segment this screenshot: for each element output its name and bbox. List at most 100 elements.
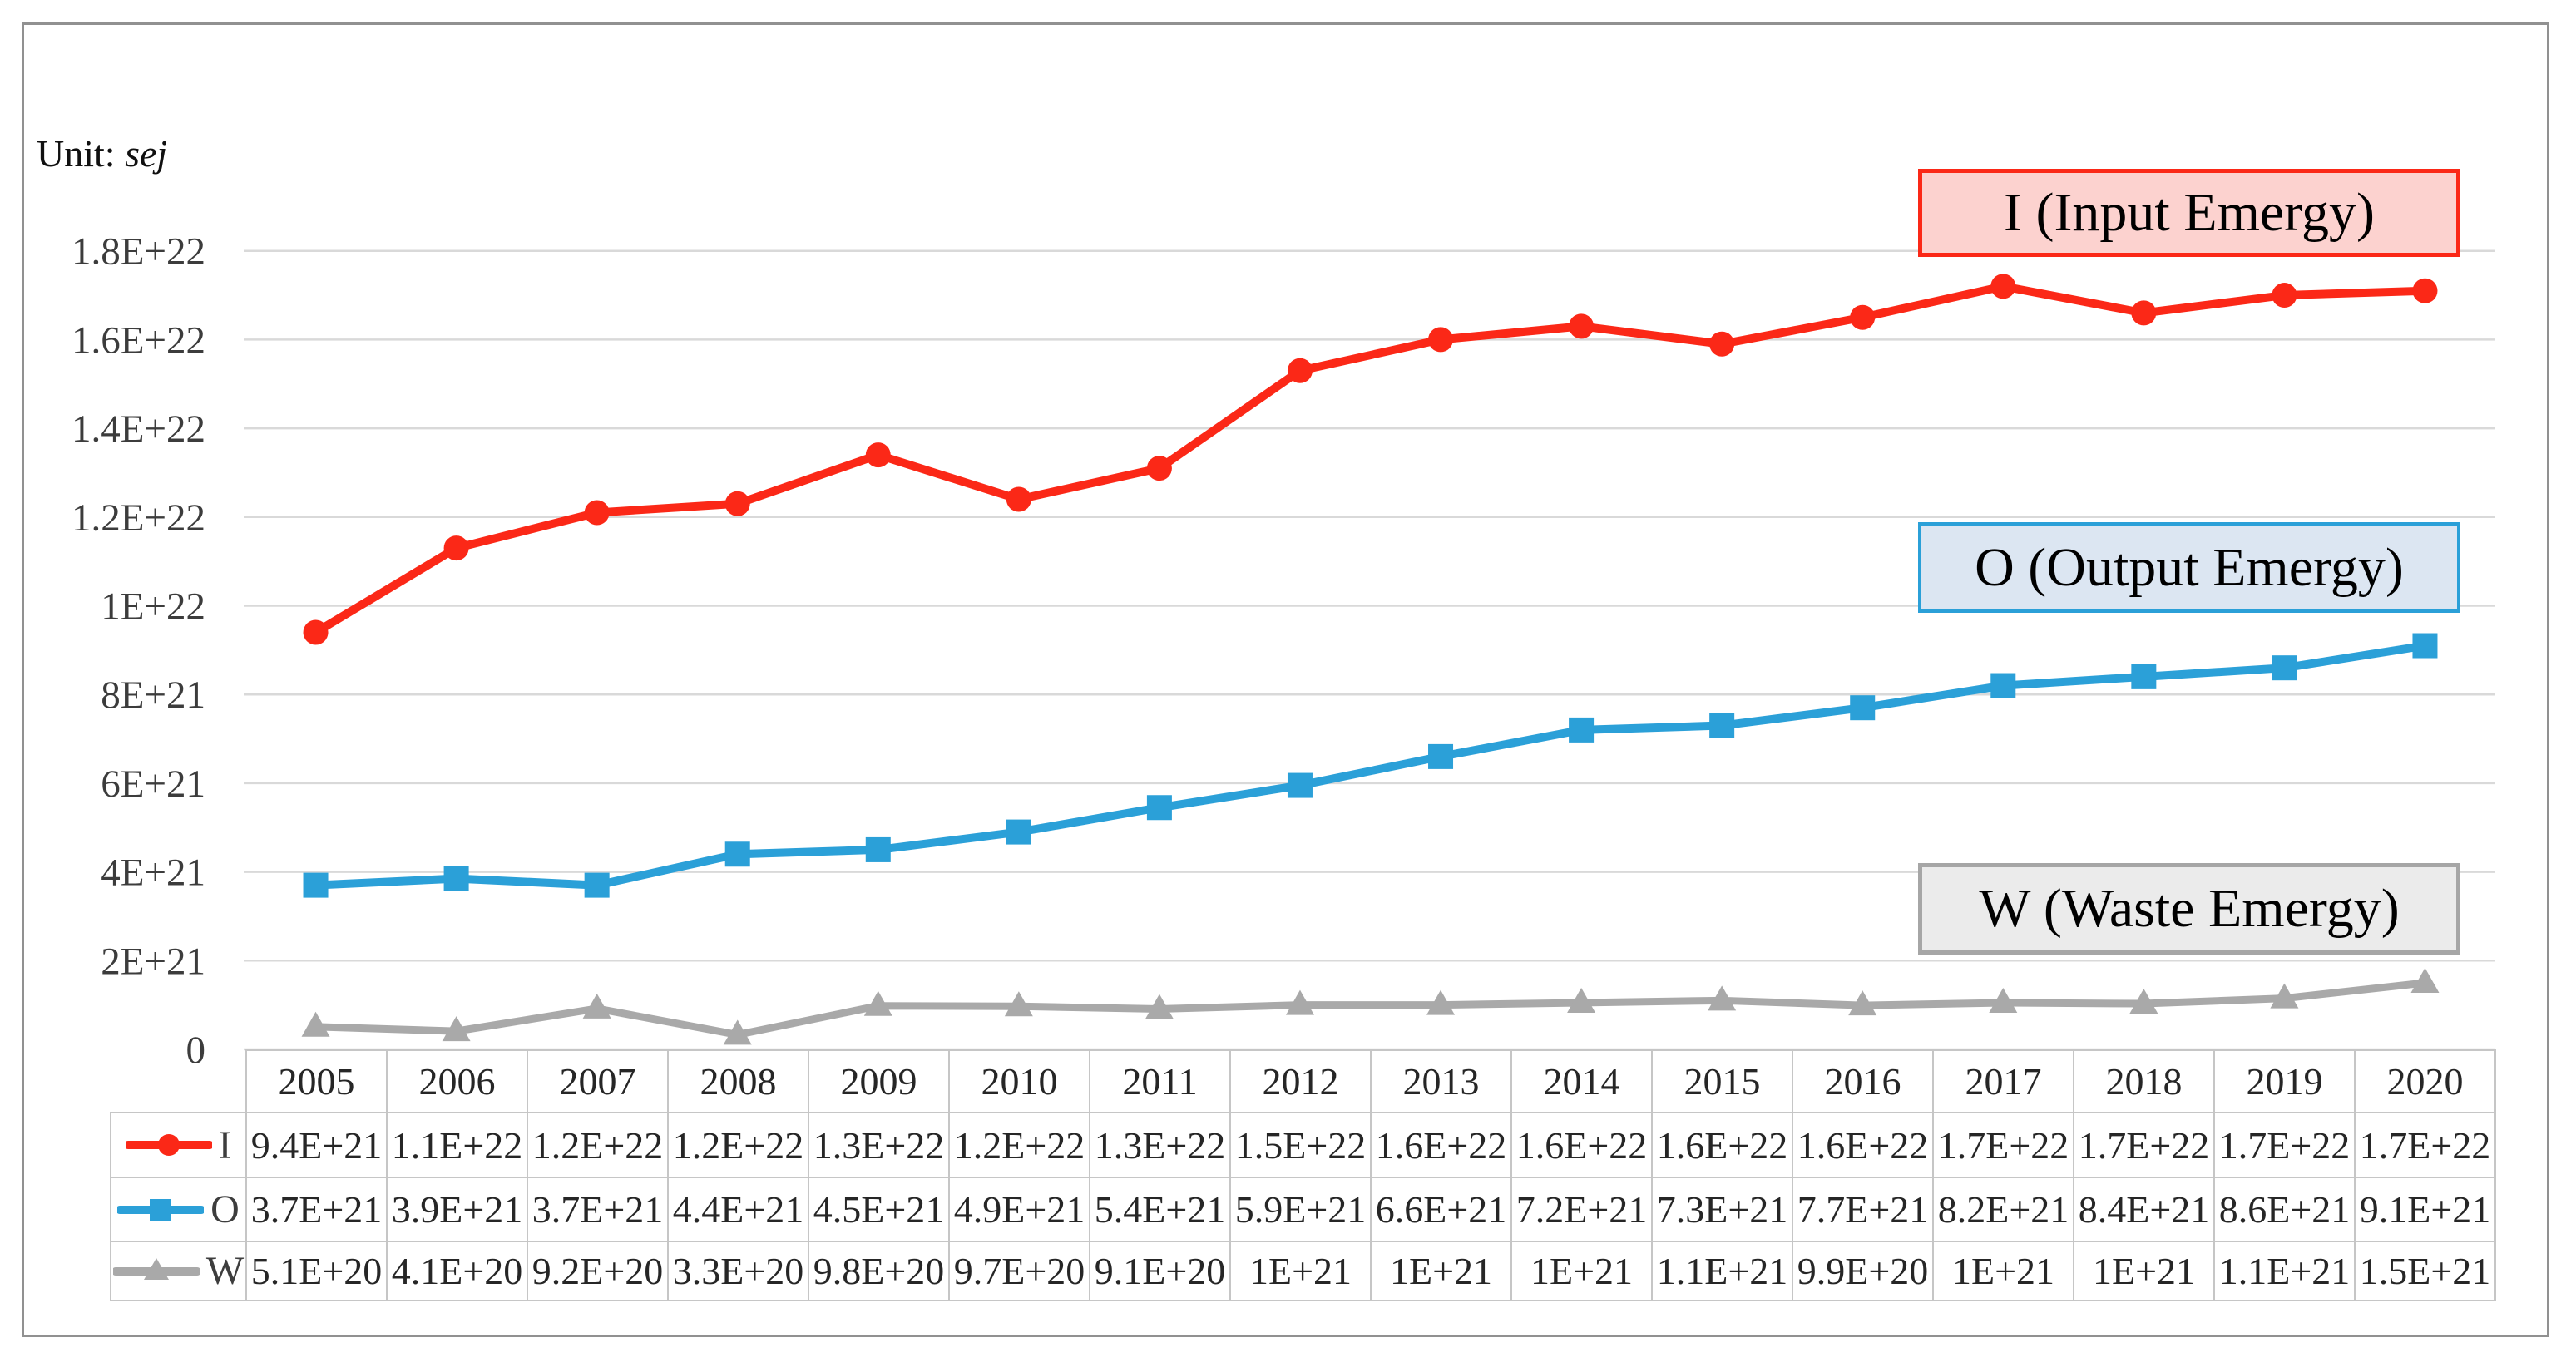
series-O [303,633,2438,898]
y-axis-tick-label: 1.8E+22 [72,230,205,274]
table-value-cell: 7.2E+21 [1510,1177,1653,1242]
legend-key-square-icon [117,1198,205,1221]
unit-label-prefix: Unit: [37,132,126,175]
table-value-cell: 1E+21 [1229,1241,1372,1301]
year-header-cell: 2012 [1229,1049,1372,1113]
data-point-square [584,872,610,898]
table-value-cell: 3.3E+20 [667,1241,809,1301]
data-point-triangle [1004,991,1033,1017]
data-point-circle [1709,331,1735,357]
data-point-circle [157,1134,180,1156]
year-header-cell: 2014 [1510,1049,1653,1113]
data-point-circle [303,619,329,645]
series-key-cell-W: W [110,1241,247,1301]
y-axis-tick-label: 1E+22 [101,585,205,629]
table-value-cell: 1.2E+22 [667,1112,809,1178]
unit-label: Unit: sej [37,131,167,175]
data-point-square [150,1198,172,1221]
table-value-cell: 9.7E+20 [948,1241,1090,1301]
table-value-cell: 3.7E+21 [245,1177,388,1242]
table-value-cell: 7.3E+21 [1651,1177,1793,1242]
data-point-circle [1428,327,1454,353]
legend-waste-emergy: W (Waste Emergy) [1918,863,2460,955]
y-axis-tick-label: 1.4E+22 [72,407,205,451]
legend-output-emergy: O (Output Emergy) [1918,522,2460,613]
y-axis-tick-label: 4E+21 [101,851,205,895]
data-point-triangle [1145,994,1174,1019]
data-point-circle [584,500,610,526]
table-value-cell: 4.9E+21 [948,1177,1090,1242]
data-point-circle [2412,278,2438,303]
series-letter-O: O [210,1187,240,1231]
table-value-cell: 9.8E+20 [808,1241,950,1301]
table-value-cell: 5.9E+21 [1229,1177,1372,1242]
table-value-cell: 1.6E+22 [1370,1112,1512,1178]
table-value-cell: 1.7E+22 [2354,1112,2496,1178]
table-value-cell: 5.1E+20 [245,1241,388,1301]
table-value-cell: 8.2E+21 [1932,1177,2074,1242]
data-point-triangle [2270,983,2299,1009]
data-point-square [1569,717,1595,743]
data-point-square [303,872,329,898]
table-value-cell: 9.9E+20 [1792,1241,1934,1301]
table-value-cell: 1E+21 [1932,1241,2074,1301]
table-value-cell: 9.1E+21 [2354,1177,2496,1242]
legend-waste-emergy-label: W (Waste Emergy) [1979,878,2400,939]
series-letter-W: W [205,1249,245,1293]
year-header-cell: 2005 [245,1049,388,1113]
data-point-square [1146,795,1172,821]
series-key-W: W [112,1248,245,1294]
data-point-triangle [1285,989,1314,1015]
table-value-cell: 9.4E+21 [245,1112,388,1178]
table-value-cell: 1.2E+22 [948,1112,1090,1178]
table-value-cell: 4.1E+20 [386,1241,528,1301]
series-key-O: O [112,1187,245,1232]
data-point-circle [1569,313,1595,339]
year-header-cell: 2018 [2073,1049,2215,1113]
table-value-cell: 8.6E+21 [2213,1177,2356,1242]
y-axis-tick-label: 0 [186,1029,206,1072]
series-I [303,274,2438,645]
table-value-cell: 5.4E+21 [1089,1177,1231,1242]
legend-input-emergy: I (Input Emergy) [1918,169,2460,257]
legend-key-circle-icon [125,1134,212,1156]
table-row-O: O 3.7E+21 3.9E+21 3.7E+21 4.4E+21 4.5E+21 4.9E… [110,1177,2496,1242]
series-line-O [311,641,2430,890]
data-point-square [1428,743,1454,769]
data-point-square [2272,655,2297,681]
table-value-cell: 1.3E+22 [1089,1112,1231,1178]
legend-output-emergy-label: O (Output Emergy) [1975,536,2404,598]
data-point-triangle [1848,990,1877,1016]
table-value-cell: 1.2E+22 [527,1112,669,1178]
data-point-circle [865,442,891,468]
data-point-circle [443,535,469,561]
table-value-cell: 3.9E+21 [386,1177,528,1242]
table-value-cell: 1.1E+21 [1651,1241,1793,1301]
table-value-cell: 1.7E+22 [1932,1112,2074,1178]
data-point-square [1287,772,1313,798]
table-value-cell: 1.6E+22 [1510,1112,1653,1178]
data-point-triangle [1426,989,1456,1015]
y-axis-tick-label: 1.6E+22 [72,318,205,362]
year-header-cell: 2011 [1089,1049,1231,1113]
series-line-I [311,282,2430,637]
year-header-cell: 2007 [527,1049,669,1113]
table-value-cell: 7.7E+21 [1792,1177,1934,1242]
table-value-cell: 1.3E+22 [808,1112,950,1178]
table-value-cell: 6.6E+21 [1370,1177,1512,1242]
table-value-cell: 1.1E+22 [386,1112,528,1178]
year-header-cell: 2006 [386,1049,528,1113]
year-header-cell: 2015 [1651,1049,1793,1113]
series-key-I: I [112,1123,245,1168]
y-axis-tick-label: 1.2E+22 [72,496,205,540]
year-header-cell: 2013 [1370,1049,1512,1113]
data-point-triangle [442,1016,471,1042]
data-point-square [865,836,891,862]
table-value-cell: 1E+21 [2073,1241,2215,1301]
table-value-cell: 3.7E+21 [527,1177,669,1242]
series-key-cell-I: I [110,1112,247,1178]
data-point-circle [724,491,750,516]
table-value-cell: 4.5E+21 [808,1177,950,1242]
unit-label-value: sej [125,132,168,175]
